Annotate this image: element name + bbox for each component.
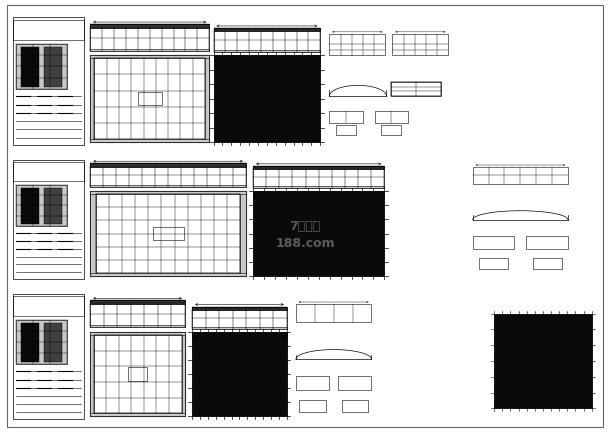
Bar: [494, 314, 592, 409]
Bar: [16, 184, 66, 226]
Bar: [214, 55, 320, 142]
Bar: [90, 191, 96, 276]
Bar: [90, 301, 185, 327]
Bar: [16, 44, 66, 89]
Bar: [205, 55, 209, 142]
Bar: [253, 191, 384, 276]
Bar: [90, 24, 209, 28]
Bar: [95, 58, 205, 139]
Text: 7山建筑
188.com: 7山建筑 188.com: [275, 220, 335, 251]
Bar: [253, 191, 384, 197]
Bar: [13, 159, 84, 279]
Bar: [336, 125, 356, 134]
Bar: [296, 304, 371, 321]
Bar: [253, 166, 384, 169]
Bar: [90, 325, 185, 327]
Bar: [16, 320, 66, 364]
Bar: [90, 55, 95, 142]
Bar: [93, 336, 182, 413]
Bar: [96, 194, 240, 273]
Bar: [192, 327, 287, 329]
Bar: [44, 187, 62, 224]
Bar: [13, 294, 84, 419]
Bar: [90, 332, 185, 336]
Bar: [339, 376, 371, 391]
Bar: [391, 82, 441, 96]
Bar: [391, 82, 441, 96]
Bar: [214, 28, 320, 32]
Bar: [128, 368, 147, 381]
Bar: [13, 162, 84, 181]
Bar: [473, 235, 514, 249]
Bar: [21, 48, 39, 86]
Bar: [192, 307, 287, 329]
Bar: [182, 332, 185, 416]
Bar: [90, 273, 246, 276]
Bar: [90, 49, 209, 51]
Bar: [253, 166, 384, 188]
Bar: [342, 400, 368, 412]
Bar: [253, 186, 384, 188]
Bar: [90, 191, 246, 194]
Bar: [21, 187, 39, 224]
Bar: [90, 191, 246, 276]
Bar: [329, 111, 363, 123]
Bar: [90, 301, 185, 304]
Bar: [13, 20, 84, 41]
Bar: [473, 167, 568, 184]
Bar: [381, 125, 401, 134]
Bar: [90, 332, 185, 416]
Bar: [214, 28, 320, 51]
Bar: [296, 376, 329, 391]
Bar: [533, 258, 562, 270]
Bar: [214, 55, 320, 61]
Bar: [90, 139, 209, 142]
Bar: [392, 34, 448, 55]
Bar: [240, 191, 246, 276]
Bar: [90, 413, 185, 416]
Bar: [329, 34, 386, 55]
Bar: [90, 185, 246, 187]
Bar: [90, 55, 209, 58]
Bar: [192, 332, 287, 338]
Bar: [152, 227, 184, 240]
Bar: [299, 400, 326, 412]
Bar: [90, 163, 246, 167]
Bar: [192, 307, 287, 310]
Bar: [375, 111, 408, 123]
Bar: [90, 163, 246, 187]
Bar: [44, 48, 62, 86]
Bar: [138, 92, 162, 105]
Bar: [90, 24, 209, 51]
Bar: [21, 323, 39, 362]
Bar: [90, 55, 209, 142]
Bar: [192, 332, 287, 416]
Bar: [479, 258, 508, 270]
Bar: [13, 296, 84, 316]
Bar: [214, 50, 320, 51]
Bar: [13, 17, 84, 145]
Bar: [44, 323, 62, 362]
Bar: [90, 332, 93, 416]
Bar: [526, 235, 568, 249]
